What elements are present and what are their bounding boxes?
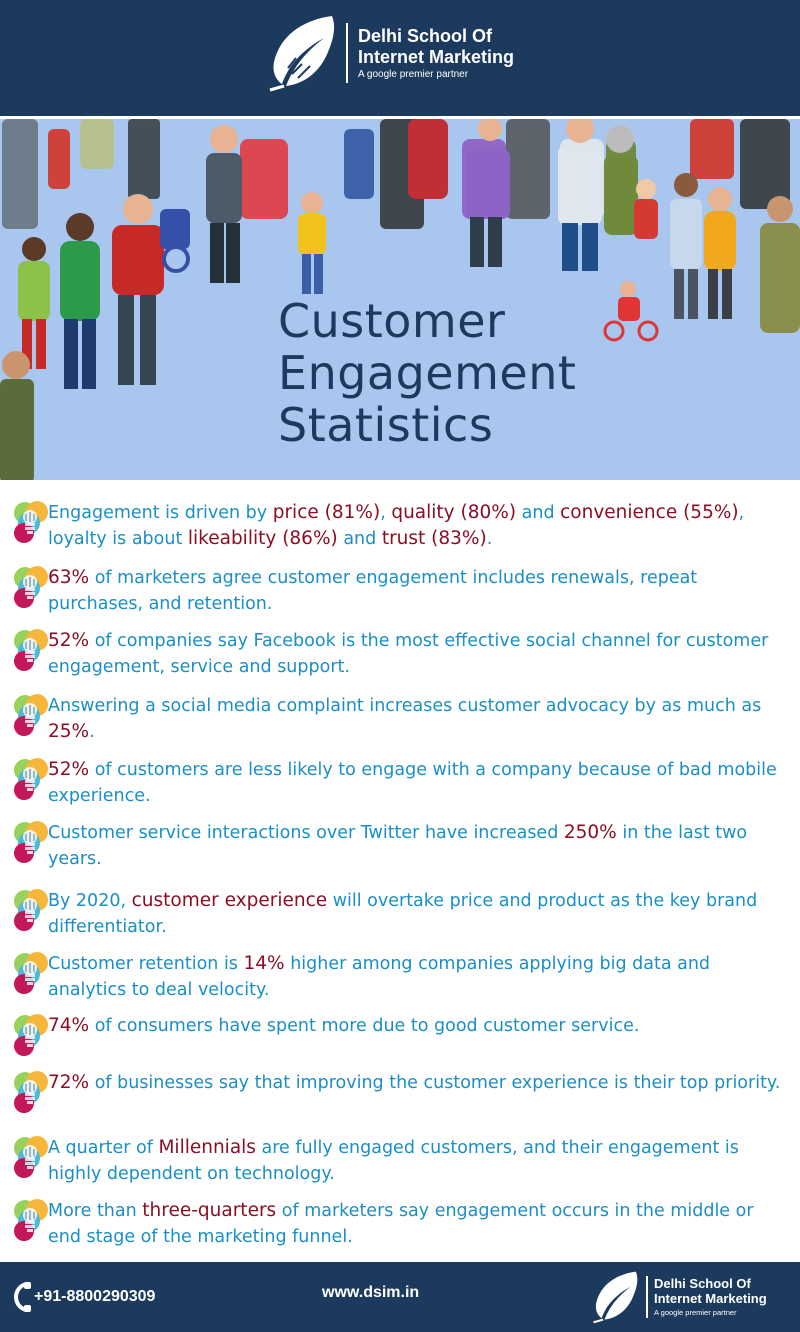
lightbulb-icon	[12, 757, 52, 803]
lightbulb-icon	[12, 1013, 52, 1059]
footer-bar: +91-8800290309 www.dsim.in Delhi School …	[0, 1262, 800, 1332]
stat-text-segment: of marketers say engagement occurs in th…	[48, 1201, 754, 1247]
header-logo[interactable]: Delhi School Of Internet Marketing A goo…	[262, 14, 514, 92]
stat-text: Answering a social media complaint incre…	[48, 693, 790, 745]
stat-text-segment: Customer service interactions over Twitt…	[48, 823, 564, 843]
stat-highlight: 14%	[243, 953, 285, 974]
logo-divider	[346, 23, 348, 83]
stat-text-segment: will overtake price and product as the k…	[48, 891, 758, 937]
footer-brand-line1: Delhi School Of	[654, 1276, 751, 1292]
lightbulb-icon	[12, 1070, 52, 1116]
lightbulb-icon	[12, 693, 52, 739]
brand-name-line1: Delhi School Of	[358, 26, 493, 47]
lightbulb-icon	[12, 1135, 52, 1181]
hero-title-line1: Customer	[278, 294, 506, 348]
stat-text: 52% of companies say Facebook is the mos…	[48, 628, 790, 680]
stat-text: 63% of marketers agree customer engageme…	[48, 565, 790, 617]
stat-highlight: 250%	[563, 822, 617, 843]
stat-text-segment: higher among companies applying big data…	[48, 954, 711, 1000]
stat-text: By 2020, customer experience will overta…	[48, 888, 790, 940]
stat-text-segment: Engagement is driven by	[48, 503, 273, 523]
hero-title: Customer Engagement Statistics	[278, 295, 576, 451]
stat-text-segment: Answering a social media complaint incre…	[48, 696, 762, 716]
website-link[interactable]: www.dsim.in	[322, 1284, 420, 1301]
stat-text: Customer retention is 14% higher among c…	[48, 951, 790, 1003]
stat-text-segment: of marketers agree customer engagement i…	[48, 568, 698, 614]
phone-contact[interactable]: +91-8800290309	[14, 1282, 155, 1312]
stat-text-segment: A quarter of	[48, 1138, 159, 1158]
hero-banner: Customer Engagement Statistics	[0, 116, 800, 480]
stat-text-segment: , loyalty is about	[48, 503, 745, 549]
lightbulb-icon	[12, 628, 52, 674]
stat-text-segment: of businesses say that improving the cus…	[89, 1073, 781, 1093]
lightbulb-icon	[12, 888, 52, 934]
stat-highlight: 52%	[48, 630, 90, 651]
hero-title-line3: Statistics	[278, 398, 494, 452]
footer-logo[interactable]: Delhi School Of Internet Marketing A goo…	[588, 1270, 767, 1324]
stat-text-segment: .	[89, 722, 95, 742]
stat-text: More than three-quarters of marketers sa…	[48, 1198, 790, 1250]
stat-highlight: 72%	[48, 1072, 90, 1093]
footer-logo-divider	[646, 1276, 648, 1318]
stat-text-segment: of consumers have spent more due to good…	[89, 1016, 640, 1036]
stat-text: A quarter of Millennials are fully engag…	[48, 1135, 790, 1187]
stat-highlight: quality (80%)	[391, 502, 517, 523]
footer-brand-line2: Internet Marketing	[654, 1291, 767, 1306]
stat-text: 74% of consumers have spent more due to …	[48, 1013, 790, 1039]
stat-text: Engagement is driven by price (81%), qua…	[48, 500, 790, 552]
lightbulb-icon	[12, 565, 52, 611]
stat-highlight: three-quarters	[142, 1200, 277, 1221]
stat-highlight: likeability (86%)	[187, 528, 338, 549]
lightbulb-icon	[12, 951, 52, 997]
stat-highlight: trust (83%)	[381, 528, 487, 549]
lightbulb-icon	[12, 820, 52, 866]
feather-leaf-icon	[269, 16, 335, 92]
stat-text: 72% of businesses say that improving the…	[48, 1070, 790, 1096]
stat-text-segment: ,	[380, 503, 392, 523]
stat-text: Customer service interactions over Twitt…	[48, 820, 790, 872]
crowd-of-people-illustration	[0, 119, 800, 480]
stat-highlight: 63%	[48, 567, 90, 588]
stat-highlight: price (81%)	[272, 502, 381, 523]
lightbulb-icon	[12, 500, 52, 546]
stat-text-segment: Customer retention is	[48, 954, 244, 974]
lightbulb-icon	[12, 1198, 52, 1244]
stat-text-segment: are fully engaged customers, and their e…	[48, 1138, 739, 1184]
stat-text-segment: More than	[48, 1201, 143, 1221]
stat-text-segment: and	[516, 503, 561, 523]
header-bar: Delhi School Of Internet Marketing A goo…	[0, 0, 800, 116]
stat-highlight: customer experience	[131, 890, 328, 911]
stat-highlight: 25%	[48, 721, 90, 742]
stat-highlight: 74%	[48, 1015, 90, 1036]
footer-brand-tagline: A google premier partner	[654, 1307, 737, 1317]
stat-highlight: convenience (55%)	[560, 502, 739, 523]
stat-text: 52% of customers are less likely to enga…	[48, 757, 790, 809]
stat-text-segment: .	[486, 529, 493, 549]
phone-icon	[14, 1282, 31, 1312]
phone-number: +91-8800290309	[34, 1288, 156, 1305]
brand-tagline: A google premier partner	[358, 68, 469, 80]
stat-text-segment: and	[337, 529, 382, 549]
stat-text-segment: By 2020,	[48, 891, 132, 911]
hero-title-line2: Engagement	[278, 346, 577, 400]
feather-leaf-icon	[593, 1271, 638, 1324]
stat-text-segment: of companies say Facebook is the most ef…	[48, 631, 769, 677]
stat-text-segment: in the last two years.	[48, 823, 748, 869]
stat-highlight: Millennials	[158, 1137, 256, 1158]
stat-highlight: 52%	[48, 759, 90, 780]
brand-name-line2: Internet Marketing	[358, 46, 515, 67]
stat-text-segment: of customers are less likely to engage w…	[48, 760, 777, 806]
